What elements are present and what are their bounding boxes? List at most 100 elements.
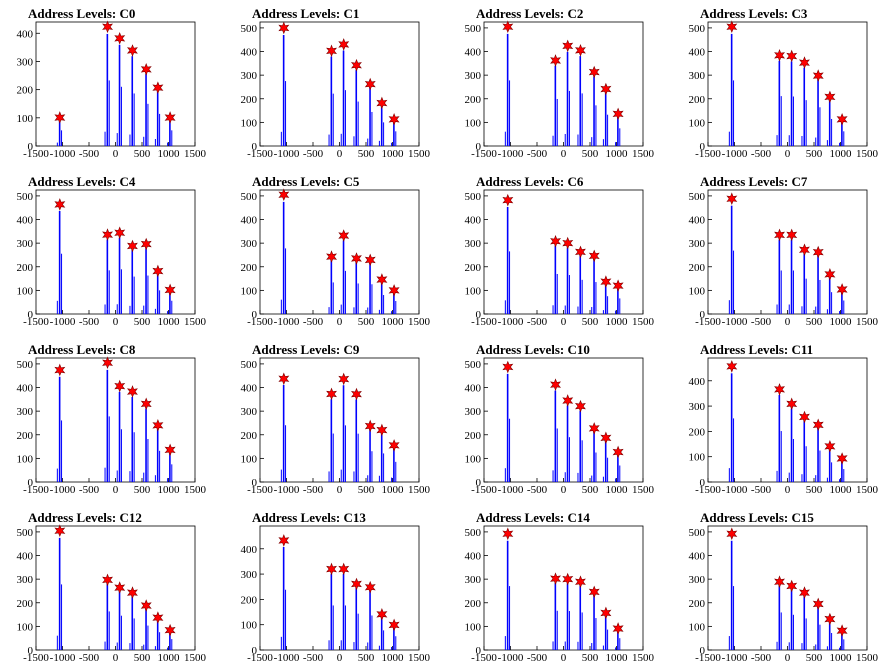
x-tick-label: 0 [561,316,567,328]
peak-marker [164,283,176,297]
peak-marker [164,111,176,124]
histogram-bar [58,537,61,650]
x-tick-label: 500 [358,652,375,664]
y-tick-label: 0 [28,645,34,657]
x-tick-label: -1000 [498,484,524,496]
chart-panel: Address Levels: C1 0 100 200 300 400 500 -1500-… [224,0,448,168]
histogram-bar [790,589,793,650]
peak-marker [836,112,848,126]
x-tick-label: 1500 [408,148,431,160]
x-tick-label: -1000 [274,148,300,160]
histogram-bar [554,390,557,482]
x-tick-label: 500 [806,148,823,160]
x-tick-label: 0 [785,316,791,328]
y-tick-label: 0 [252,645,258,657]
histogram-bar [56,468,58,482]
histogram-bar [369,429,371,482]
histogram-bar [730,373,733,482]
histogram-bar [391,477,393,482]
peak-marker [588,422,600,435]
x-tick-label: 500 [806,652,823,664]
histogram-bar [280,636,282,650]
chart-panel: Address Levels: C14 0 100 200 300 400 500 -1500… [448,504,672,672]
histogram-bar [169,451,171,482]
chart-title: Address Levels: C1 [252,6,360,21]
histogram-bar [843,300,845,314]
histogram-bar [826,140,828,146]
histogram-bar [778,394,781,482]
peak-marker [798,243,810,257]
y-tick-label: 100 [17,453,34,465]
histogram-bar [579,255,582,314]
peak-marker [774,228,786,242]
histogram-bar [280,469,282,482]
histogram-bar [817,428,819,482]
x-tick-label: -500 [751,316,772,328]
histogram-bar [344,90,346,146]
histogram-bar [801,474,803,482]
histogram-bar [159,632,161,650]
histogram-bar [280,299,282,314]
histogram-bar [133,276,135,314]
y-tick-label: 100 [689,117,706,129]
histogram-bar [378,309,380,314]
y-tick-label: 100 [241,620,258,632]
histogram-bar [803,420,806,482]
y-tick-label: 400 [689,47,706,59]
histogram-bar [801,135,803,146]
x-tick-label: -500 [527,316,548,328]
x-tick-label: -1000 [50,148,76,160]
histogram-bar [344,605,346,650]
histogram-bar [104,131,106,146]
y-tick-label: 500 [17,527,34,539]
x-tick-label: 1500 [632,148,655,160]
peak-marker [364,77,376,91]
chart-svg: 0 100 200 300 400 500 -1500 -1000 -500 0 500 1000 15… [241,21,431,160]
histogram-bar [369,263,371,314]
histogram-bar [790,408,793,482]
x-tick-label: 1500 [408,652,431,664]
x-tick-label: 1500 [856,148,879,160]
x-tick-label: 500 [134,148,151,160]
histogram-bar [591,307,593,314]
peak-marker [588,585,600,599]
x-tick-label: 1500 [856,652,879,664]
peak-marker [612,107,624,121]
y-tick-label: 400 [465,47,482,59]
peak-marker [140,62,152,76]
histogram-bar [355,587,358,650]
histogram-bar [118,237,121,314]
histogram-bar [619,128,621,146]
histogram-bar [357,433,359,482]
chart-panel: Address Levels: C7 0 100 200 300 400 500 -1500-… [672,168,896,336]
chart-title: Address Levels: C7 [700,174,808,189]
histogram-bar [131,250,134,314]
peak-marker [338,229,350,242]
histogram-bar [108,80,110,146]
histogram-bar [509,251,511,314]
histogram-bar [778,585,781,650]
y-tick-label: 100 [465,621,482,633]
histogram-bar [393,120,395,146]
histogram-bar [383,295,385,314]
y-tick-label: 500 [241,191,258,203]
chart-svg: 0 100 200 300 400 500 -1500 -1000 -500 0 500 1000 15… [465,189,655,328]
histogram-bar [120,86,122,146]
y-tick-label: 200 [241,262,258,274]
histogram-bar [120,429,122,482]
y-tick-label: 200 [689,426,706,438]
chart-panel: Address Levels: C0 0 100 200 300 400 -1500 -100… [0,0,224,168]
histogram-bar [104,304,106,314]
x-tick-label: 0 [561,652,567,664]
histogram-bar [581,279,583,314]
histogram-bar [577,641,579,650]
y-tick-label: 500 [465,527,482,539]
histogram-bar [792,270,794,314]
chart-panel: Address Levels: C11 0 100 200 300 400 -1500 -10… [672,336,896,504]
histogram-bar [730,540,733,650]
peak-marker [786,228,798,242]
x-tick-label: -1500 [471,484,497,496]
histogram-bar [118,591,121,650]
histogram-bar [159,290,161,314]
y-tick-label: 200 [465,430,482,442]
